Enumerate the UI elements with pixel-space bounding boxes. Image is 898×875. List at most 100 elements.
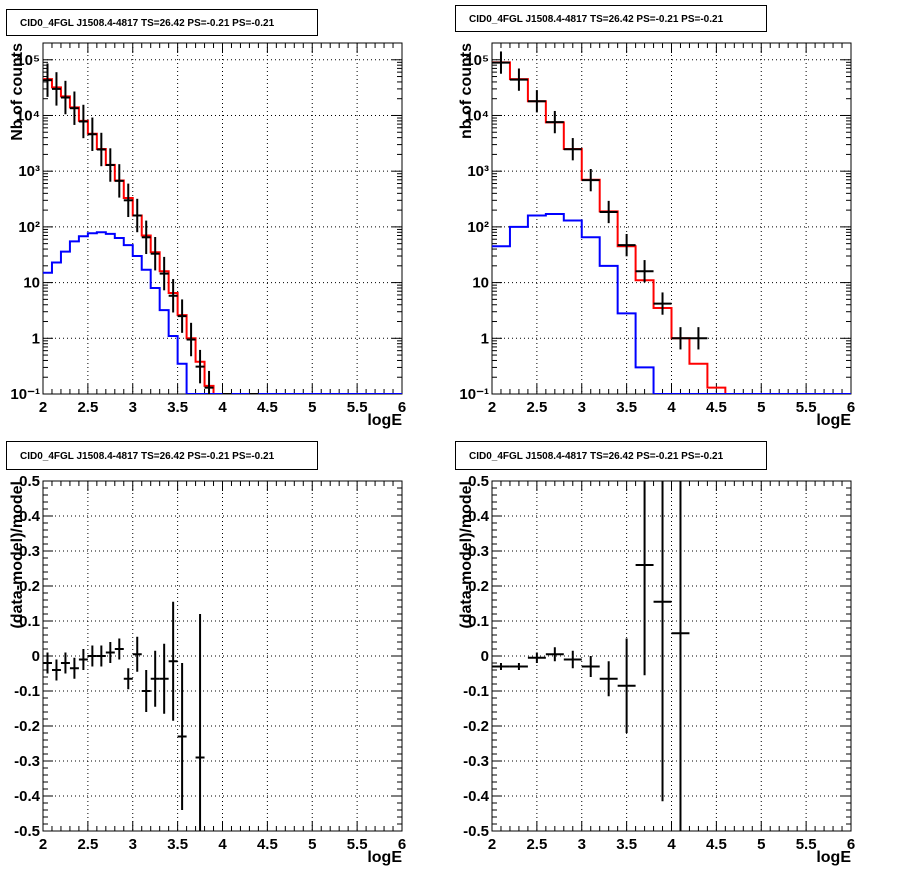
data-point (43, 652, 52, 674)
x-axis-label: logE (816, 849, 851, 866)
x-tick-label: 5 (757, 399, 765, 416)
pad-title-box (455, 5, 767, 32)
data-point (168, 279, 178, 313)
y-axis-label: (data-model)/model (458, 481, 475, 629)
y-tick-label: 0.2 (19, 578, 40, 595)
x-tick-label: 5.5 (796, 836, 817, 853)
y-tick-label: 1 (32, 330, 40, 347)
data-point (69, 91, 79, 125)
y-tick-label: -0.5 (463, 823, 489, 840)
y-tick-label: -0.2 (14, 718, 40, 735)
axis-ticks (42, 42, 403, 395)
y-tick-label: 10⁴ (16, 107, 40, 124)
x-tick-label: 3 (129, 399, 137, 416)
x-tick-label: 4 (667, 399, 676, 416)
x-tick-label: 4 (218, 399, 227, 416)
x-tick-label: 3.5 (167, 399, 188, 416)
x-tick-label: 3 (578, 836, 586, 853)
pad-title-box (455, 441, 767, 470)
data-point (168, 601, 178, 721)
y-tick-label: 10³ (467, 163, 489, 180)
y-axis-label: nb of counts (458, 43, 475, 139)
data-point (671, 327, 690, 350)
data-point (87, 117, 97, 151)
x-tick-label: 5 (308, 836, 316, 853)
data-point (635, 481, 654, 676)
y-tick-label: 0.5 (468, 473, 489, 490)
data-point (114, 638, 124, 660)
x-tick-label: 6 (847, 399, 855, 416)
grid (492, 481, 851, 831)
chart-pad-2: CID0_4FGL J1508.4-4817 TS=26.42 PS=-0.21… (455, 5, 855, 429)
y-tick-label: 0.4 (468, 508, 490, 525)
x-tick-label: 3.5 (616, 836, 637, 853)
data-point (141, 220, 151, 255)
axis-ticks (491, 42, 852, 395)
y-tick-label: -0.3 (14, 753, 40, 770)
data-point (653, 292, 672, 315)
x-tick-label: 6 (847, 836, 855, 853)
y-tick-label: 0.2 (468, 578, 489, 595)
pad-title-box (6, 441, 318, 470)
y-tick-label: 10³ (18, 163, 40, 180)
x-tick-label: 4.5 (257, 836, 278, 853)
y-tick-label: -0.4 (463, 788, 490, 805)
data-point (96, 132, 106, 167)
data-point (492, 663, 510, 670)
x-tick-label: 5.5 (347, 836, 368, 853)
data-layer (492, 481, 690, 831)
chart-pad-3: CID0_4FGL J1508.4-4817 TS=26.42 PS=-0.21… (6, 441, 406, 866)
x-tick-label: 3 (578, 399, 586, 416)
data-point (617, 638, 636, 733)
data-point (581, 656, 600, 677)
data-point (78, 649, 88, 670)
x-tick-label: 4.5 (257, 399, 278, 416)
x-tick-label: 6 (398, 836, 406, 853)
data-point (87, 645, 97, 667)
data-point (195, 614, 205, 831)
y-tick-label: 10⁵ (16, 52, 40, 69)
chart-pad-1: CID0_4FGL J1508.4-4817 TS=26.42 PS=-0.21… (6, 9, 406, 429)
x-tick-label: 5 (757, 836, 765, 853)
data-point (186, 322, 196, 357)
data-point (509, 68, 528, 91)
data-point (492, 51, 510, 74)
data-point (177, 299, 187, 333)
data-point (563, 138, 582, 161)
x-tick-label: 5.5 (347, 399, 368, 416)
axis-ticks (491, 480, 852, 832)
x-tick-label: 4 (218, 836, 227, 853)
histogram-line-1 (43, 78, 402, 394)
y-tick-label: 10 (472, 275, 489, 292)
data-point (527, 90, 546, 113)
y-axis-label: (data-model)/model (9, 481, 26, 629)
pad-title: CID0_4FGL J1508.4-4817 TS=26.42 PS=-0.21… (469, 451, 724, 462)
y-tick-label: 0.3 (468, 543, 489, 560)
data-point (60, 652, 70, 674)
y-tick-label: 0.3 (19, 543, 40, 560)
y-tick-label: 10⁻¹ (459, 386, 489, 403)
x-tick-label: 4.5 (706, 399, 727, 416)
x-tick-label: 4.5 (706, 836, 727, 853)
data-point (123, 668, 133, 690)
data-point (195, 349, 205, 384)
pad-title: CID0_4FGL J1508.4-4817 TS=26.42 PS=-0.21… (20, 451, 275, 462)
data-point (78, 104, 88, 139)
data-point (599, 661, 618, 697)
y-tick-label: -0.4 (14, 788, 41, 805)
x-axis-label: logE (816, 412, 851, 429)
data-point (150, 650, 160, 707)
x-tick-label: 2 (488, 836, 496, 853)
x-tick-label: 2.5 (526, 836, 547, 853)
chart-pad-4: CID0_4FGL J1508.4-4817 TS=26.42 PS=-0.21… (455, 441, 855, 866)
data-point (141, 670, 151, 712)
data-point (150, 236, 160, 271)
y-tick-label: 0 (32, 648, 40, 665)
pad-title: CID0_4FGL J1508.4-4817 TS=26.42 PS=-0.21… (20, 18, 275, 29)
x-tick-label: 2.5 (77, 399, 98, 416)
data-point (51, 72, 61, 106)
pad-title: CID0_4FGL J1508.4-4817 TS=26.42 PS=-0.21… (469, 14, 724, 25)
x-tick-label: 2.5 (77, 836, 98, 853)
data-layer (492, 51, 851, 394)
data-point (671, 481, 690, 831)
